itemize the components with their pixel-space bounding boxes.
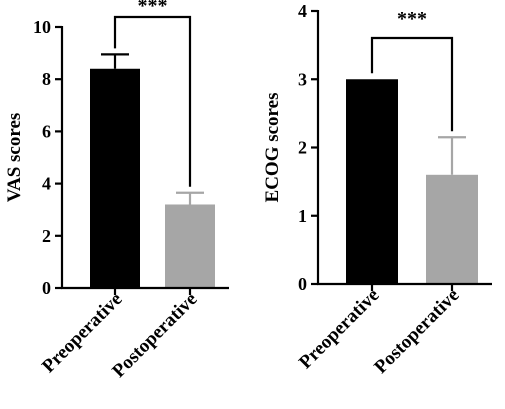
error-bar-postoperative	[176, 191, 204, 205]
significance-label: ***	[397, 8, 427, 30]
y-axis-title: ECOG scores	[262, 93, 283, 203]
error-bar-postoperative	[438, 136, 466, 175]
category-label-postoperative: Postoperative	[370, 285, 463, 378]
y-tick-label: 4	[298, 1, 307, 21]
y-tick-label: 6	[42, 121, 51, 141]
y-tick-label: 4	[42, 174, 51, 194]
y-tick-label: 3	[298, 69, 307, 89]
significance-label: ***	[138, 0, 168, 17]
bar-preoperative	[346, 79, 398, 284]
y-tick-label: 8	[42, 69, 51, 89]
bar-postoperative	[165, 204, 215, 288]
y-tick-label: 10	[33, 17, 51, 37]
error-bar-preoperative	[101, 53, 129, 69]
bar-postoperative	[426, 174, 478, 284]
y-axis-title: VAS scores	[4, 113, 25, 203]
y-tick-label: 2	[42, 226, 51, 246]
bar-preoperative	[90, 68, 140, 288]
y-tick-label: 0	[298, 274, 307, 294]
category-label-preoperative: Preoperative	[295, 285, 383, 373]
y-tick-label: 1	[298, 206, 307, 226]
significance-bracket	[113, 15, 192, 187]
significance-bracket	[370, 36, 454, 132]
y-tick-label: 0	[42, 278, 51, 298]
y-tick-label: 2	[298, 138, 307, 158]
